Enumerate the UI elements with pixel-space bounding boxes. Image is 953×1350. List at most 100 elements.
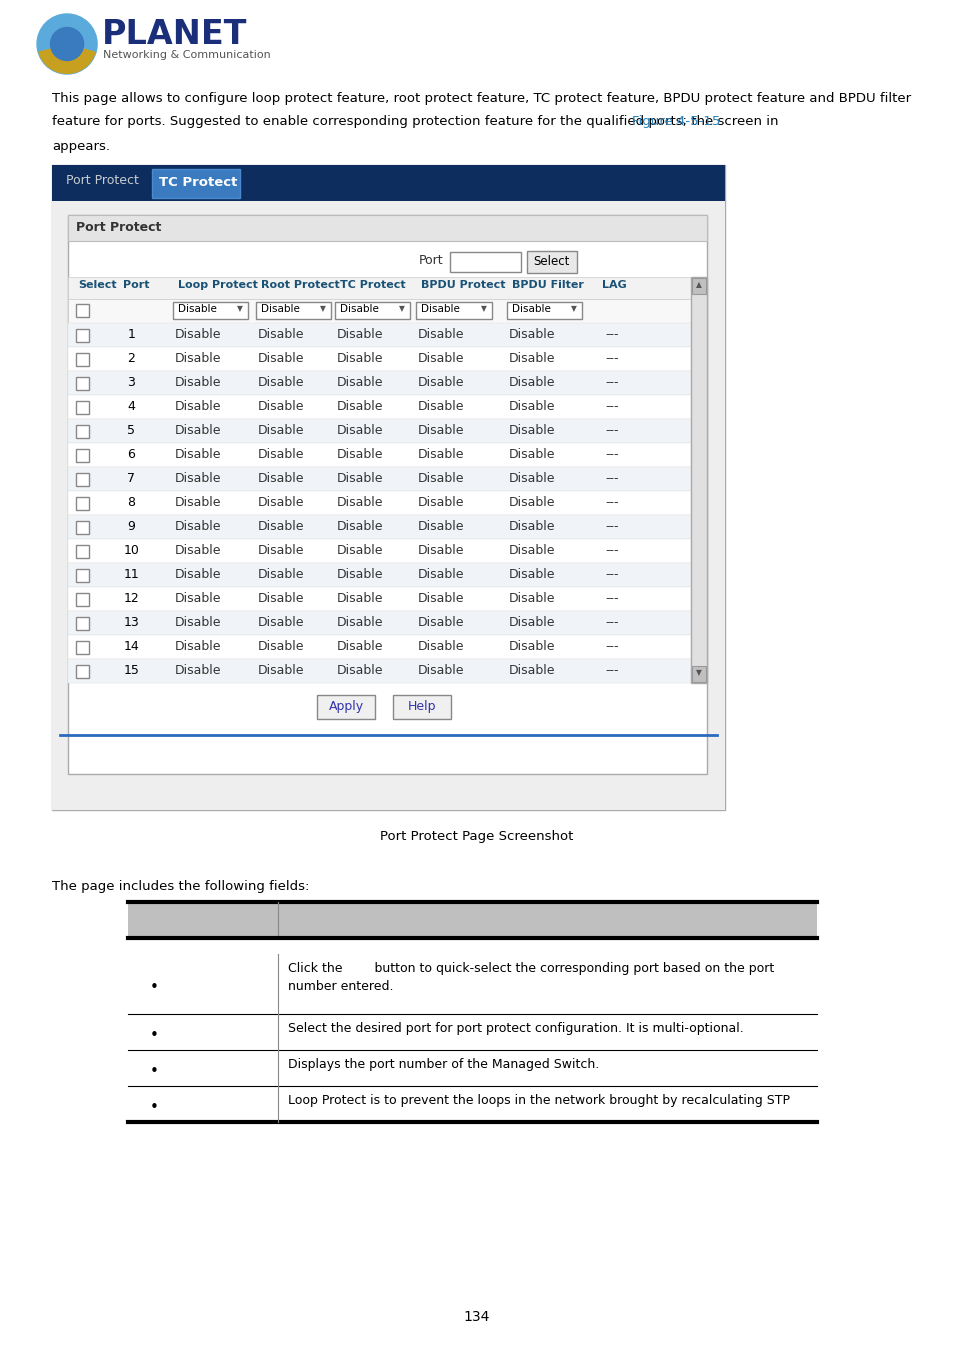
- Text: This page allows to configure loop protect feature, root protect feature, TC pro: This page allows to configure loop prote…: [52, 92, 910, 105]
- Text: ---: ---: [604, 400, 618, 413]
- Text: Disable: Disable: [257, 352, 304, 365]
- Text: ▲: ▲: [695, 279, 701, 289]
- Text: Select: Select: [78, 279, 116, 290]
- Text: TC Protect: TC Protect: [159, 176, 237, 189]
- Circle shape: [37, 14, 97, 74]
- Text: Displays the port number of the Managed Switch.: Displays the port number of the Managed …: [288, 1058, 598, 1071]
- Text: Networking & Communication: Networking & Communication: [103, 50, 271, 59]
- Bar: [68, 659, 690, 683]
- Text: 14: 14: [123, 640, 139, 653]
- Bar: [128, 902, 816, 938]
- Text: 10: 10: [123, 544, 139, 558]
- Bar: [68, 215, 706, 242]
- Text: feature for ports. Suggested to enable corresponding protection feature for the : feature for ports. Suggested to enable c…: [52, 115, 782, 128]
- Text: Disable: Disable: [257, 640, 304, 653]
- Text: Disable: Disable: [508, 664, 555, 676]
- Text: 1: 1: [127, 328, 135, 342]
- Text: Disable: Disable: [336, 593, 383, 605]
- Text: Disable: Disable: [508, 448, 555, 460]
- Text: Root Protect: Root Protect: [261, 279, 339, 290]
- Text: Disable: Disable: [174, 448, 221, 460]
- Text: Disable: Disable: [174, 377, 221, 389]
- Text: Port Protect: Port Protect: [66, 174, 139, 188]
- Text: 4: 4: [127, 400, 135, 413]
- Bar: [450, 252, 520, 271]
- Text: Disable: Disable: [417, 472, 464, 485]
- Text: Disable: Disable: [511, 304, 550, 315]
- Text: Disable: Disable: [336, 328, 383, 342]
- Text: ---: ---: [604, 520, 618, 533]
- Bar: [68, 371, 690, 396]
- Text: Disable: Disable: [336, 352, 383, 365]
- Text: appears.: appears.: [52, 140, 110, 153]
- Bar: [128, 1014, 278, 1050]
- Bar: [173, 302, 248, 319]
- Text: ---: ---: [604, 616, 618, 629]
- Text: 3: 3: [127, 377, 135, 389]
- Text: Disable: Disable: [417, 424, 464, 437]
- Bar: [76, 545, 89, 558]
- Text: Port Protect: Port Protect: [76, 221, 161, 234]
- Text: Disable: Disable: [336, 448, 383, 460]
- Bar: [317, 695, 375, 720]
- Text: Disable: Disable: [417, 593, 464, 605]
- Text: 2: 2: [127, 352, 135, 365]
- Text: ---: ---: [604, 328, 618, 342]
- Text: Help: Help: [408, 701, 436, 713]
- Text: Disable: Disable: [421, 304, 460, 315]
- Bar: [416, 302, 491, 319]
- Text: Disable: Disable: [508, 593, 555, 605]
- Bar: [76, 497, 89, 510]
- Bar: [76, 617, 89, 630]
- Text: Disable: Disable: [174, 616, 221, 629]
- Text: ▼: ▼: [237, 304, 243, 313]
- Text: ---: ---: [604, 568, 618, 580]
- Text: Disable: Disable: [174, 472, 221, 485]
- Bar: [256, 302, 331, 319]
- Bar: [335, 302, 410, 319]
- Text: Apply: Apply: [329, 701, 363, 713]
- Text: Disable: Disable: [336, 472, 383, 485]
- Text: Disable: Disable: [508, 544, 555, 558]
- Text: ---: ---: [604, 472, 618, 485]
- Circle shape: [51, 27, 84, 61]
- Text: Disable: Disable: [257, 377, 304, 389]
- Text: Disable: Disable: [174, 593, 221, 605]
- Bar: [526, 251, 576, 273]
- Bar: [68, 443, 690, 467]
- Text: Disable: Disable: [417, 495, 464, 509]
- Bar: [506, 302, 581, 319]
- Text: Disable: Disable: [417, 377, 464, 389]
- Text: ▼: ▼: [570, 304, 576, 313]
- Bar: [152, 169, 240, 198]
- Bar: [68, 298, 690, 323]
- Text: Disable: Disable: [178, 304, 217, 315]
- Bar: [128, 1050, 278, 1085]
- Text: Disable: Disable: [417, 328, 464, 342]
- Wedge shape: [38, 45, 96, 74]
- Text: Disable: Disable: [257, 472, 304, 485]
- Text: Disable: Disable: [257, 544, 304, 558]
- Text: number entered.: number entered.: [288, 980, 394, 994]
- Bar: [691, 278, 705, 294]
- Text: •: •: [150, 1027, 159, 1044]
- Bar: [278, 1085, 816, 1122]
- Text: Disable: Disable: [417, 568, 464, 580]
- Bar: [278, 1014, 816, 1050]
- Text: ▼: ▼: [399, 304, 405, 313]
- Text: ---: ---: [604, 495, 618, 509]
- Bar: [278, 954, 816, 1014]
- Bar: [691, 666, 705, 682]
- Text: 8: 8: [127, 495, 135, 509]
- Bar: [76, 329, 89, 342]
- Bar: [68, 587, 690, 612]
- Text: ▼: ▼: [320, 304, 326, 313]
- Text: Disable: Disable: [508, 328, 555, 342]
- Text: ---: ---: [604, 640, 618, 653]
- Text: Disable: Disable: [257, 593, 304, 605]
- Text: BPDU Filter: BPDU Filter: [511, 279, 583, 290]
- Text: Disable: Disable: [336, 640, 383, 653]
- Text: Disable: Disable: [336, 568, 383, 580]
- Text: Loop Protect is to prevent the loops in the network brought by recalculating STP: Loop Protect is to prevent the loops in …: [288, 1094, 789, 1107]
- Bar: [68, 215, 706, 774]
